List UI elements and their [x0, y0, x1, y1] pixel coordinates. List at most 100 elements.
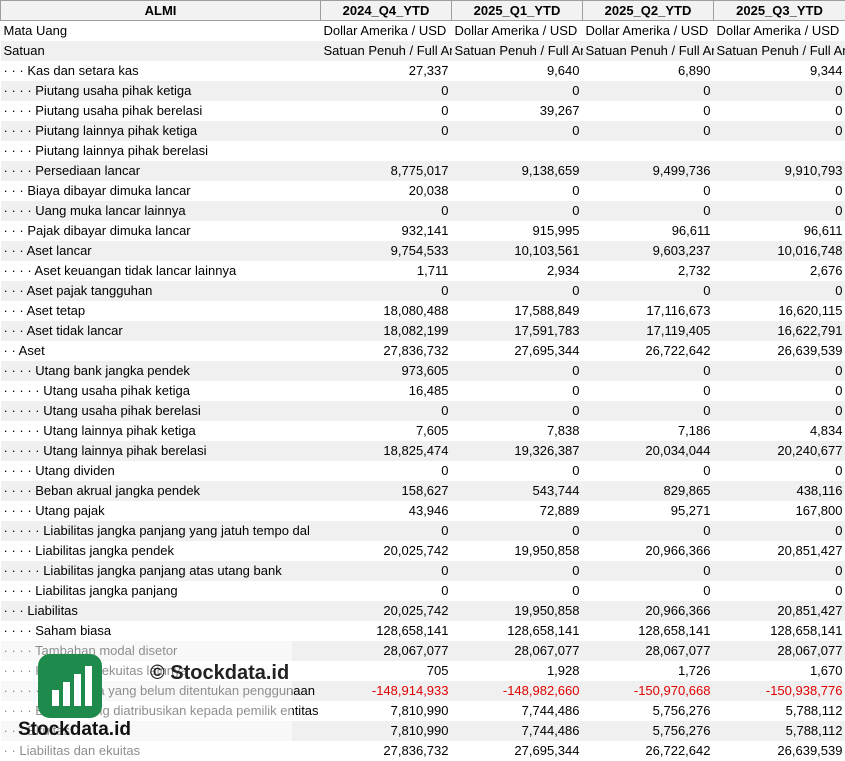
- cell: 0: [320, 80, 452, 101]
- cell: 27,836,732: [383, 343, 449, 358]
- cell: 2,732: [677, 263, 711, 278]
- row-label: Satuan: [0, 40, 321, 61]
- cell: 7,810,990: [390, 703, 449, 718]
- cell: 973,605: [320, 360, 452, 381]
- row: · · · · · Utang lainnya pihak berelasi 18…: [0, 440, 845, 461]
- cell: 1,928: [546, 663, 580, 678]
- cell: 9,499,736: [582, 160, 714, 181]
- cell: 543,744: [451, 480, 583, 501]
- cell: 915,995: [532, 223, 580, 238]
- cell: 95,271: [670, 503, 711, 518]
- cell: 26,639,539: [777, 343, 843, 358]
- logo-icon: [52, 666, 92, 706]
- row: · · · Aset tidak lancar 18,082,199 17,591,…: [0, 320, 845, 341]
- row-label: · · · · · Utang lainnya pihak ketiga: [3, 423, 196, 438]
- row: · · · · · Utang lainnya pihak ketiga 7,60…: [1, 421, 845, 441]
- cell: 0: [451, 280, 583, 301]
- row: · · · Kas dan setara kas 27,337 9,640 6,890…: [1, 61, 845, 81]
- cell: 96,611: [803, 223, 843, 238]
- cell: 2,676: [809, 263, 843, 278]
- cell: 932,141: [401, 223, 449, 238]
- cell: 1,670: [809, 663, 843, 678]
- cell: 0: [835, 463, 843, 478]
- cell: 0: [320, 400, 452, 421]
- cell: 0: [835, 103, 843, 118]
- cell: 0: [451, 120, 583, 141]
- row: · · · Aset lancar 9,754,533 10,103,561 9,60…: [0, 240, 845, 261]
- cell: 0: [703, 183, 711, 198]
- cell: -150,938,776: [713, 680, 845, 701]
- row-label: · · · Aset lancar: [0, 240, 321, 261]
- row-label: · · · Aset tetap: [3, 303, 86, 318]
- cell: Satuan Penuh / Full Amount: [582, 40, 714, 61]
- row: · · · Pajak dibayar dimuka lancar 932,141…: [1, 221, 845, 241]
- cell: 17,588,849: [514, 303, 580, 318]
- row: · · · · Persediaan lancar 8,775,017 9,138,…: [0, 160, 845, 181]
- cell: 0: [835, 383, 843, 398]
- cell: 72,889: [539, 503, 580, 518]
- cell: Satuan Penuh / Full Amount: [451, 40, 583, 61]
- cell: 9,344: [809, 63, 843, 78]
- empty-cell: [714, 141, 845, 161]
- row-label: · · · · · Utang lainnya pihak berelasi: [0, 440, 321, 461]
- cell: 0: [713, 520, 845, 541]
- cell: 19,950,858: [451, 600, 583, 621]
- cell: 0: [582, 120, 714, 141]
- row-label: · · · · Piutang lainnya pihak ketiga: [0, 120, 321, 141]
- empty-cell: [452, 141, 583, 161]
- row-label: · · · Pajak dibayar dimuka lancar: [3, 223, 191, 238]
- watermark-logo: [38, 654, 102, 718]
- cell: 26,722,642: [645, 343, 711, 358]
- cell: 18,825,474: [320, 440, 452, 461]
- cell: 8,775,017: [320, 160, 452, 181]
- cell: 96,611: [671, 223, 711, 238]
- cell: 20,240,677: [713, 440, 845, 461]
- cell: 0: [582, 400, 714, 421]
- row-label: · · · · Liabilitas jangka panjang: [3, 583, 178, 598]
- cell: 9,910,793: [713, 160, 845, 181]
- cell: 20,034,044: [582, 440, 714, 461]
- row: · · · · · Utang usaha pihak berelasi 0 0 0 0: [0, 400, 845, 421]
- cell: 0: [441, 103, 449, 118]
- row-label: · · · · Liabilitas jangka pendek: [3, 543, 175, 558]
- cell: 0: [320, 200, 452, 221]
- cell: 27,695,344: [514, 743, 580, 758]
- cell: 7,838: [546, 423, 580, 438]
- header-cell: 2025_Q3_YTD: [713, 0, 845, 21]
- row: · · · · Aset keuangan tidak lancar lainn…: [1, 261, 845, 281]
- cell: 4,834: [809, 423, 843, 438]
- row: · · · · · Utang usaha pihak ketiga 16,485…: [1, 381, 845, 401]
- cell: 829,865: [582, 480, 714, 501]
- row: Mata Uang Dollar Amerika / USD Dollar Amer…: [1, 21, 845, 41]
- cell: 0: [703, 383, 711, 398]
- cell: -148,914,933: [320, 680, 452, 701]
- row-label: · · · Aset pajak tangguhan: [0, 280, 321, 301]
- cell: 438,116: [713, 480, 845, 501]
- cell: 20,966,366: [645, 543, 711, 558]
- cell: 0: [572, 183, 580, 198]
- cell: 0: [713, 120, 845, 141]
- cell: 128,658,141: [770, 623, 843, 638]
- cell: 0: [835, 583, 843, 598]
- cell: 0: [441, 463, 449, 478]
- cell: 0: [703, 583, 711, 598]
- cell: 18,082,199: [320, 320, 452, 341]
- cell: 0: [582, 200, 714, 221]
- row-label: · · · Biaya dibayar dimuka lancar: [3, 183, 191, 198]
- cell: 19,950,858: [514, 543, 580, 558]
- cell: 9,138,659: [451, 160, 583, 181]
- row-label: · · · Aset tidak lancar: [0, 320, 321, 341]
- cell: 0: [703, 103, 711, 118]
- row-label: · · · · Persediaan lancar: [0, 160, 321, 181]
- cell: 5,788,112: [785, 703, 843, 718]
- cell: 0: [713, 560, 845, 581]
- row: · · · · Piutang usaha pihak ketiga 0 0 0 0: [0, 80, 845, 101]
- cell: 16,485: [408, 383, 449, 398]
- header-row: ALMI 2024_Q4_YTD 2025_Q1_YTD 2025_Q2_YTD 202…: [0, 0, 845, 21]
- cell: 20,966,366: [582, 600, 714, 621]
- header-cell: 2024_Q4_YTD: [320, 0, 452, 21]
- cell: 17,591,783: [451, 320, 583, 341]
- cell: Satuan Penuh / Full Amount: [320, 40, 452, 61]
